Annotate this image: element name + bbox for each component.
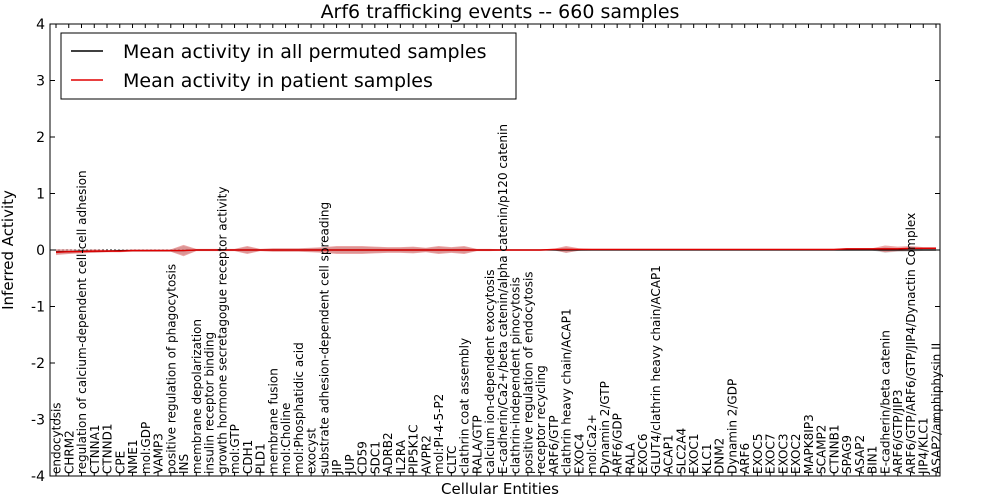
y-tick-label: -2 [31,356,45,372]
legend-label: Mean activity in all permuted samples [123,41,486,63]
x-tick-label: positive regulation of phagocytosis [164,264,178,474]
y-tick-label: 3 [36,74,45,90]
y-tick-label: -1 [31,300,45,316]
y-tick-label: 0 [36,243,45,259]
y-tick-label: -4 [31,469,45,485]
x-tick-label: substrate adhesion-dependent cell spread… [317,202,331,474]
chart: Arf6 trafficking events -- 660 samples I… [0,0,1000,500]
legend-label: Mean activity in patient samples [123,70,433,92]
y-tick-label: 2 [36,130,45,146]
y-axis-label: Inferred Activity [0,190,17,310]
x-tick-label: ASAP2/amphiphysin II [930,343,944,474]
y-tick-label: 4 [36,17,45,33]
legend: Mean activity in all permuted samples Mea… [61,33,516,99]
chart-title: Arf6 trafficking events -- 660 samples [321,1,680,23]
x-axis-label: Cellular Entities [441,480,559,498]
y-tick-label: 1 [36,187,45,203]
y-tick-label: -3 [31,413,45,429]
